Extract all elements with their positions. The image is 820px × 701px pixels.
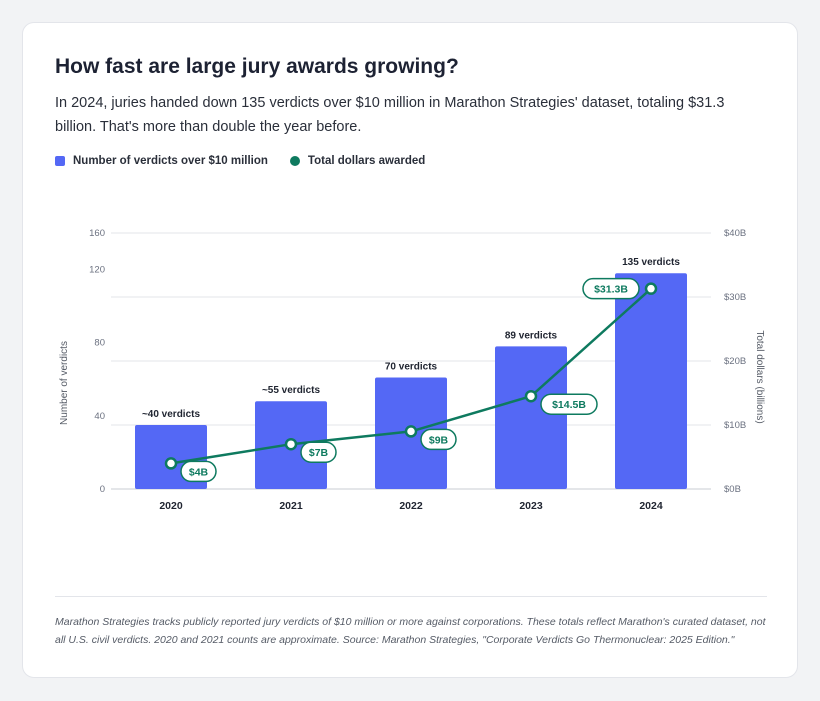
bar-value-label: ~55 verdicts	[262, 385, 321, 396]
x-tick-label: 2022	[399, 500, 423, 512]
y2-tick-label: $30B	[724, 292, 746, 303]
y-tick-label: 40	[94, 411, 105, 422]
combo-chart: 0 40 80 120 160 $0B $10B $20B $30B $40B Number of …	[59, 228, 765, 512]
bar-value-label: 89 verdicts	[505, 330, 558, 341]
x-tick-label: 2024	[639, 500, 663, 512]
line-value-label: $14.5B	[552, 399, 586, 411]
y-tick-label: 80	[94, 338, 105, 349]
bar-value-label: 135 verdicts	[622, 257, 680, 268]
chart-title: How fast are large jury awards growing?	[55, 55, 459, 78]
line-value-label: $9B	[429, 434, 449, 446]
line-point	[284, 437, 298, 451]
bar-value-label: 70 verdicts	[385, 361, 438, 372]
y-axis-title: Number of verdicts	[59, 341, 70, 425]
line-value-pill	[540, 393, 598, 415]
y2-tick-label: $20B	[724, 356, 746, 367]
line-value-pill	[180, 460, 217, 483]
chart-card: How fast are large jury awards growing? …	[22, 22, 798, 678]
y2-tick-label: $0B	[724, 484, 741, 495]
x-tick-label: 2023	[519, 500, 543, 512]
y2-axis-title: Total dollars (billions)	[754, 330, 765, 423]
line-value-label: $31.3B	[594, 284, 628, 296]
legend-dot-swatch	[289, 156, 300, 166]
y-tick-label: 120	[89, 265, 105, 276]
y-tick-label: 160	[89, 228, 105, 239]
y-tick-label: 0	[100, 484, 105, 495]
footnote-divider	[55, 596, 767, 597]
legend-item-verdicts: Number of verdicts over $10 million	[55, 155, 268, 167]
y2-tick-label: $10B	[724, 420, 746, 431]
y2-tick-label: $40B	[724, 228, 746, 239]
legend-label-verdicts: Number of verdicts over $10 million	[73, 155, 268, 167]
line-value-pill	[420, 428, 457, 451]
bar	[615, 273, 687, 489]
line-point	[644, 282, 658, 295]
line-value-label: $7B	[309, 447, 329, 459]
line-value-label: $4B	[189, 466, 209, 478]
bar-value-label: ~40 verdicts	[142, 409, 201, 420]
line-point	[404, 425, 418, 438]
bar	[495, 346, 567, 489]
footnote: Marathon Strategies tracks publicly repo…	[55, 616, 766, 646]
legend-label-dollars: Total dollars awarded	[307, 155, 426, 167]
chart-subtitle: In 2024, juries handed down 135 verdicts…	[55, 95, 725, 135]
line-point	[524, 389, 538, 403]
legend-item-dollars: Total dollars awarded	[289, 155, 426, 167]
line-point	[164, 457, 178, 470]
line-value-pill	[582, 277, 640, 300]
legend: Number of verdicts over $10 million Tota…	[55, 155, 425, 167]
line-value-pill	[300, 441, 337, 463]
legend-bar-swatch	[55, 156, 65, 166]
x-tick-label: 2021	[279, 500, 303, 512]
x-tick-label: 2020	[159, 500, 183, 512]
